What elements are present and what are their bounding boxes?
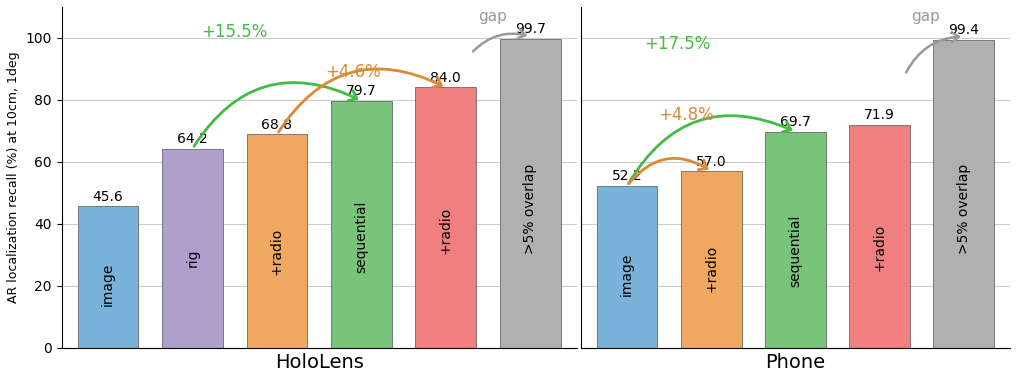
Bar (246, 135, 307, 348)
Text: +17.5%: +17.5% (645, 35, 711, 53)
Text: gap: gap (478, 9, 506, 24)
Bar (765, 132, 826, 348)
Text: +radio: +radio (270, 228, 284, 275)
Text: >5% overlap: >5% overlap (523, 163, 537, 254)
Y-axis label: AR localization recall (%) at 10cm, 1deg: AR localization recall (%) at 10cm, 1deg (7, 52, 20, 303)
Bar (162, 149, 223, 348)
Text: +radio: +radio (873, 224, 887, 271)
Text: rig: rig (185, 249, 199, 267)
Bar (849, 125, 910, 348)
Text: 79.7: 79.7 (346, 84, 376, 98)
Text: image: image (101, 262, 115, 305)
Text: 99.7: 99.7 (515, 22, 546, 36)
Text: +radio: +radio (705, 244, 718, 292)
Text: 64.2: 64.2 (177, 132, 207, 146)
Text: image: image (620, 253, 635, 296)
Text: 68.8: 68.8 (261, 118, 293, 132)
Bar (499, 39, 560, 348)
Text: 69.7: 69.7 (780, 115, 811, 129)
Text: >5% overlap: >5% overlap (957, 164, 971, 254)
Text: +4.8%: +4.8% (658, 106, 714, 124)
Bar (331, 101, 392, 348)
Text: +4.6%: +4.6% (325, 63, 380, 81)
Bar (681, 171, 741, 348)
Text: 71.9: 71.9 (864, 108, 895, 122)
Bar (415, 88, 476, 348)
Text: 57.0: 57.0 (696, 155, 726, 169)
Text: 52.2: 52.2 (612, 169, 643, 183)
Bar (597, 186, 657, 348)
Bar (77, 206, 138, 348)
Bar (934, 40, 994, 348)
X-axis label: HoloLens: HoloLens (275, 353, 363, 372)
Text: 84.0: 84.0 (430, 71, 461, 85)
Text: 99.4: 99.4 (948, 23, 979, 37)
X-axis label: Phone: Phone (766, 353, 826, 372)
Text: 45.6: 45.6 (93, 190, 123, 204)
Text: sequential: sequential (788, 214, 802, 287)
Text: +15.5%: +15.5% (201, 23, 267, 41)
Text: +radio: +radio (438, 207, 453, 254)
Text: gap: gap (911, 9, 941, 24)
Text: sequential: sequential (354, 200, 368, 273)
